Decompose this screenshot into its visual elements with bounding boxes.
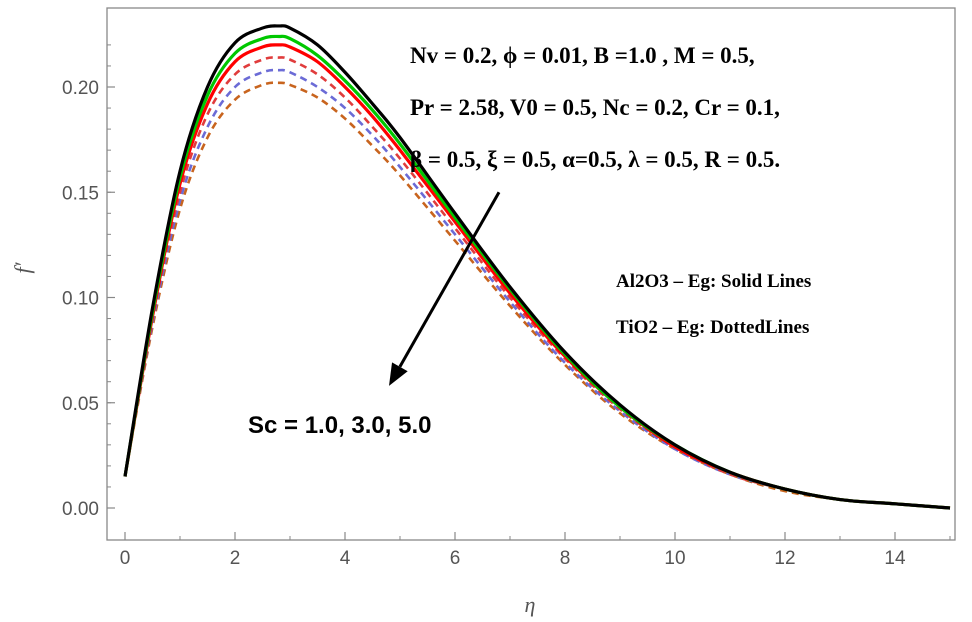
y-tick-label: 0.00 [62,499,99,520]
x-axis-ticks: 0 2 4 6 8 10 12 14 [120,532,951,569]
direction-arrow-head [389,362,408,386]
legend-solid-lines: Al2O3 – Eg: Solid Lines [616,271,811,292]
series-layer [123,24,951,510]
series-line-5 [123,68,951,510]
x-tick-label: 2 [230,548,241,569]
params-line-1: Nv = 0.2, ϕ = 0.01, B =1.0 , M = 0.5, [410,43,755,68]
arrow-layer [389,191,501,386]
y-tick-label: 0.15 [62,183,99,204]
y-axis-title: f′ [10,261,35,273]
direction-arrow-shaft [398,191,501,368]
x-tick-label: 6 [450,548,461,569]
y-tick-label: 0.10 [62,289,99,310]
params-line-3: β = 0.5, ξ = 0.5, α=0.5, λ = 0.5, R = 0.… [410,147,780,172]
plot-border [106,7,956,541]
x-tick-label: 10 [664,548,685,569]
series-line-4 [123,56,951,510]
y-tick-label: 0.05 [62,394,99,415]
y-tick-label: 0.20 [62,78,99,99]
x-tick-label: 0 [120,548,131,569]
sc-values-label: Sc = 1.0, 3.0, 5.0 [248,412,431,439]
series-line-1 [123,24,951,510]
x-tick-label: 12 [774,548,795,569]
x-tick-label: 4 [340,548,351,569]
plot-frame [106,7,956,541]
x-tick-label: 8 [560,548,571,569]
y-axis-ticks: 0.00 0.05 0.10 0.15 0.20 [62,44,115,520]
x-tick-label: 14 [884,548,906,569]
x-axis-title: η [525,592,536,617]
legend-dotted-lines: TiO2 – Eg: DottedLines [616,317,809,338]
params-line-2: Pr = 2.58, V0 = 0.5, Nc = 0.2, Cr = 0.1, [410,95,780,120]
